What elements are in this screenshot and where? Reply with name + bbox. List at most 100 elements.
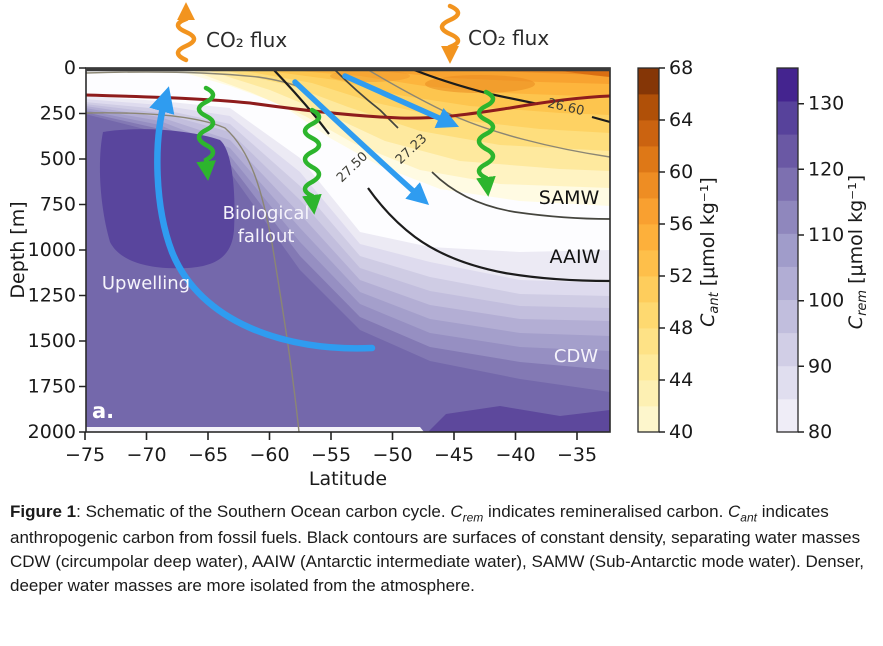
subduction-arrow (292, 79, 430, 206)
cbar-tick: 100 (808, 290, 844, 312)
colorbar-segment (777, 332, 798, 367)
caption-text: indicates anthropogenic carbon from foss… (10, 502, 865, 595)
cbar-tick: 40 (669, 421, 693, 443)
y-tick: 250 (40, 103, 76, 125)
aaiw-label: AAIW (550, 246, 601, 268)
crem-symbol: C (845, 315, 867, 329)
isopycnal-2750 (271, 68, 330, 135)
y-tick: 2000 (28, 421, 76, 443)
crem-subscript: rem (855, 290, 870, 316)
colorbar-segment (638, 172, 659, 199)
colorbar-segment (638, 146, 659, 173)
x-axis-label: Latitude (309, 468, 387, 490)
cbar-tick: 52 (669, 265, 693, 287)
cbar-tick: 56 (669, 213, 693, 235)
cbar-tick: 68 (669, 57, 693, 79)
fallout-arrow (476, 89, 496, 197)
y-tick: 750 (40, 194, 76, 216)
biological-fallout-label-line1: Biological (223, 203, 310, 224)
colorbar-segment (638, 302, 659, 329)
isopycnal-2660 (591, 115, 610, 124)
caption-figure-number: Figure 1 (10, 502, 77, 521)
co2-flux-label-left: CO₂ flux (206, 28, 287, 52)
colorbar-segment (638, 224, 659, 251)
x-tick: −65 (188, 444, 228, 466)
y-tick: 1750 (28, 376, 76, 398)
upwelling-arrow (149, 86, 376, 352)
crem-colorbar-label: Crem [μmol kg⁻¹] (845, 175, 870, 329)
cbar-tick: 130 (808, 93, 844, 115)
cant-colorbar (638, 68, 659, 433)
colorbar-segment (638, 198, 659, 225)
crem-colorbar-ticks (798, 102, 804, 433)
bottom-dark-patch (428, 406, 610, 432)
isopycnal-2750 (367, 187, 610, 283)
cbar-tick: 60 (669, 161, 693, 183)
colorbar-segment (638, 94, 659, 121)
x-tick-labels: −75 −70 −65 −60 −55 −50 −45 −40 −35 (65, 444, 597, 466)
colorbar-segment (638, 276, 659, 303)
colorbar-segment (638, 328, 659, 355)
isopycnal-2723 (332, 68, 399, 129)
crem-sub-inline: rem (462, 510, 484, 525)
subduction-arrow (342, 73, 460, 129)
x-tick: −75 (65, 444, 105, 466)
panel-label: a. (92, 399, 114, 423)
y-tick: 1000 (28, 239, 76, 261)
crem-colorbar-tick-labels: 130 120 110 100 90 80 (808, 93, 844, 443)
caption-text: indicates remineralised carbon. (483, 502, 729, 521)
contour-field (86, 68, 610, 432)
colorbar-segment (777, 200, 798, 234)
crem-symbol-inline: C (450, 502, 463, 521)
y-tick: 0 (64, 57, 76, 79)
cant-colorbar-label: Cant [μmol kg⁻¹] (697, 177, 722, 327)
x-tick: −50 (372, 444, 412, 466)
y-tick-labels: 0 250 500 750 1000 1250 1500 1750 2000 (28, 57, 76, 443)
cbar-tick: 48 (669, 317, 693, 339)
cdw-label: CDW (554, 346, 598, 367)
caption-text: : Schematic of the Southern Ocean carbon… (76, 502, 451, 521)
cbar-tick: 120 (808, 158, 844, 180)
colorbar-segment (777, 68, 798, 102)
samw-label: SAMW (539, 187, 600, 209)
colorbar-segment (777, 134, 798, 168)
cant-symbol-inline: C (728, 502, 741, 521)
colorbar-segment (777, 299, 798, 334)
colorbar-segment (638, 380, 659, 407)
colorbar-segment (638, 354, 659, 381)
colorbar-segment (638, 68, 659, 95)
mixed-layer-line (86, 93, 610, 120)
colorbar-segment (638, 406, 659, 433)
cbar-tick: 90 (808, 355, 832, 377)
crem-units: [μmol kg⁻¹] (845, 175, 867, 290)
fallout-arrow (302, 107, 322, 215)
gray-contour (86, 112, 300, 432)
colorbar-segment (777, 266, 798, 301)
y-tick-marks (79, 67, 86, 433)
colorbar-segment (638, 250, 659, 277)
cbar-tick: 110 (808, 224, 844, 246)
colorbar-segment (777, 398, 798, 433)
cant-colorbar-tick-labels: 68 64 60 56 52 48 44 40 (669, 57, 693, 443)
y-tick: 1500 (28, 330, 76, 352)
crem-colorbar (777, 68, 798, 433)
ocean-schematic-plot: 26.60 27.23 27.50 CO₂ flux CO₂ flux Biol… (7, 2, 870, 490)
cant-colorbar-border (637, 67, 660, 433)
isopycnal-2723 (431, 171, 610, 220)
x-tick: −70 (126, 444, 166, 466)
x-tick: −45 (434, 444, 474, 466)
x-tick-marks (84, 432, 578, 440)
cant-sub-inline: ant (740, 510, 757, 525)
figure-caption: Figure 1: Schematic of the Southern Ocea… (10, 500, 878, 598)
cant-units: [μmol kg⁻¹] (697, 177, 719, 292)
fallout-arrow (196, 85, 216, 181)
biological-fallout-label-line2: fallout (238, 226, 295, 247)
co2-flux-label-right: CO₂ flux (468, 26, 549, 50)
cbar-tick: 80 (808, 421, 832, 443)
colorbar-segment (777, 233, 798, 267)
colorbar-segment (638, 120, 659, 147)
crem-colorbar-border (776, 67, 799, 433)
cant-symbol: C (697, 313, 719, 327)
x-tick: −35 (557, 444, 597, 466)
